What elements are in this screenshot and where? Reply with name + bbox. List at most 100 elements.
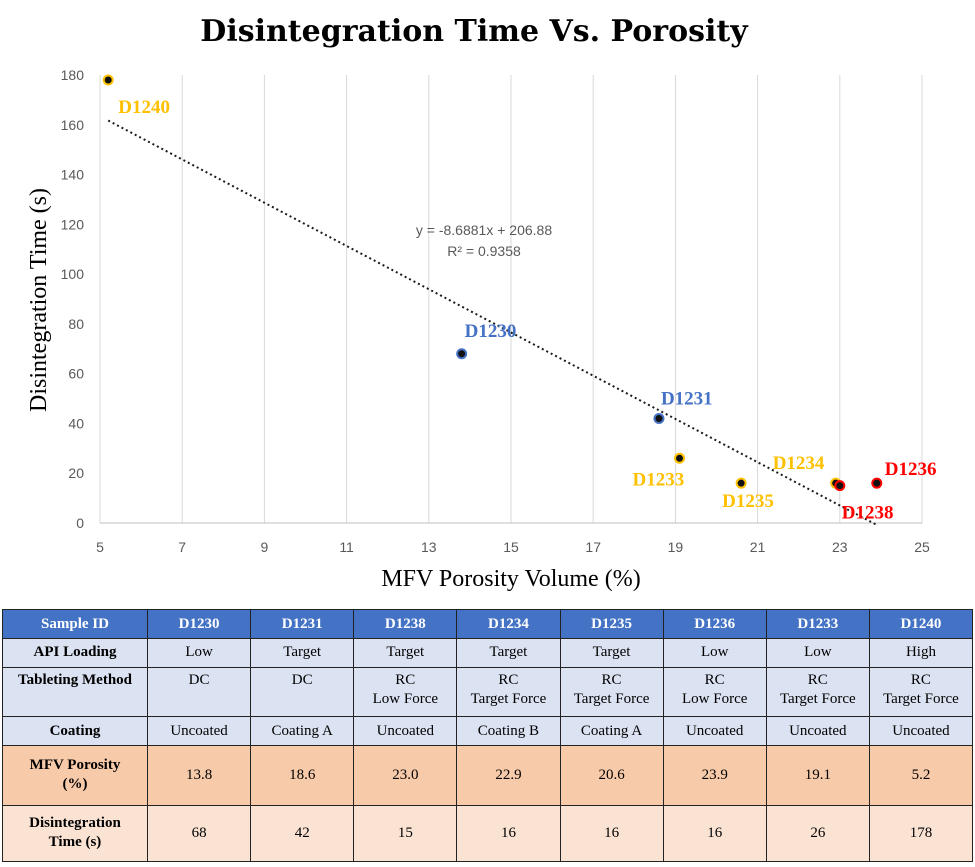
table-cell: High: [868, 638, 974, 668]
y-tick-label-8: 160: [61, 117, 85, 133]
sample-data-table: Sample ID D1230 D1231 D1238 D1234 D1235 D1236 D…: [2, 609, 974, 863]
header-D1236: D1236: [662, 609, 767, 639]
x-tick-label-7: 19: [668, 539, 684, 555]
table-cell: DC: [250, 666, 355, 718]
point-label-D1231: D1231: [661, 388, 713, 409]
row-header: MFV Porosity (%): [2, 744, 148, 806]
x-tick-label-4: 13: [421, 539, 437, 555]
point-label-D1236: D1236: [885, 459, 937, 480]
header-D1230: D1230: [146, 609, 252, 639]
table-cell: 26: [765, 804, 870, 863]
point-D1230: [456, 348, 468, 360]
point-labels: D1240 D1230 D1231 D1233 D1235 D1234 D1238 D1236: [118, 97, 936, 524]
x-tick-label-5: 15: [503, 539, 519, 555]
table-cell: Target: [250, 638, 355, 668]
row-header: Coating: [2, 716, 148, 746]
table-cell: 18.6: [250, 744, 355, 806]
row-header: API Loading: [2, 638, 148, 668]
header-D1234: D1234: [456, 609, 561, 639]
table-cell: Low: [662, 638, 767, 668]
x-tick-label-9: 23: [832, 539, 848, 555]
table-cell: Target: [353, 638, 458, 668]
table-body: API Loading Low Target Target Target Target Lo…: [2, 638, 974, 863]
table-cell: 22.9: [456, 744, 561, 806]
table-cell: RC Target Force: [456, 666, 561, 718]
table-cell: RC Low Force: [662, 666, 767, 718]
y-tick-label-6: 120: [61, 216, 85, 232]
table-cell: 16: [559, 804, 664, 863]
header-D1231: D1231: [250, 609, 355, 639]
header-D1240: D1240: [868, 609, 974, 639]
x-tick-label-0: 5: [96, 539, 104, 555]
x-tick-label-3: 11: [339, 539, 354, 555]
table-cell: Uncoated: [146, 716, 252, 746]
x-tick-label-10: 25: [914, 539, 930, 555]
table-cell: 5.2: [868, 744, 974, 806]
data-points: [102, 74, 883, 492]
table-cell: 13.8: [146, 744, 252, 806]
table-cell: 16: [456, 804, 561, 863]
tick-labels: 5 7 9 11 13 15 17 19 21 23 25 0 20 40 60 80 100 120 140 160…: [61, 67, 930, 555]
x-tick-label-2: 9: [261, 539, 269, 555]
table-cell: RC Target Force: [868, 666, 974, 718]
point-label-D1240: D1240: [118, 97, 170, 118]
point-D1240: [102, 74, 114, 86]
y-tick-label-7: 140: [61, 167, 85, 183]
point-label-D1234: D1234: [773, 453, 825, 474]
table-cell: RC Target Force: [765, 666, 870, 718]
table-cell: 16: [662, 804, 767, 863]
header-sample-id: Sample ID: [2, 609, 148, 639]
table-cell: Uncoated: [662, 716, 767, 746]
table-cell: DC: [146, 666, 252, 718]
table-cell: 15: [353, 804, 458, 863]
table-cell: RC Low Force: [353, 666, 458, 718]
scatter-chart: Disintegration Time Vs. Porosity 5 7 9 11 13…: [26, 14, 937, 592]
table-cell: 23.0: [353, 744, 458, 806]
x-tick-label-8: 21: [750, 539, 766, 555]
table-cell: Uncoated: [353, 716, 458, 746]
table-cell: 20.6: [559, 744, 664, 806]
table-row: Disintegration Time (s) 68 42 15 16 16 16 26 178: [2, 804, 974, 863]
y-tick-label-2: 40: [68, 415, 84, 431]
table-cell: 42: [250, 804, 355, 863]
y-tick-label-4: 80: [68, 316, 84, 332]
y-tick-label-1: 20: [68, 465, 84, 481]
point-D1233: [674, 452, 686, 464]
table-cell: Uncoated: [868, 716, 974, 746]
point-D1236: [871, 477, 883, 489]
row-header: Tableting Method: [2, 666, 148, 718]
y-axis-title: Disintegration Time (s): [26, 188, 52, 412]
x-tick-label-6: 17: [585, 539, 601, 555]
header-D1238: D1238: [353, 609, 458, 639]
chart-title: Disintegration Time Vs. Porosity: [200, 14, 749, 49]
table-cell: 68: [146, 804, 252, 863]
point-label-D1233: D1233: [633, 469, 685, 490]
point-label-D1235: D1235: [722, 491, 774, 512]
table-cell: Target: [559, 638, 664, 668]
y-tick-label-5: 100: [61, 266, 85, 282]
y-tick-label-3: 60: [68, 366, 84, 382]
header-D1235: D1235: [559, 609, 664, 639]
table-cell: 178: [868, 804, 974, 863]
table-cell: 19.1: [765, 744, 870, 806]
trendline-equation: y = -8.6881x + 206.88: [416, 222, 552, 238]
table-header-row: Sample ID D1230 D1231 D1238 D1234 D1235 D1236 D…: [2, 609, 974, 639]
x-tick-label-1: 7: [178, 539, 186, 555]
grid-lines: [99, 75, 923, 524]
table-cell: Uncoated: [765, 716, 870, 746]
y-tick-label-0: 0: [76, 515, 84, 531]
table-cell: Target: [456, 638, 561, 668]
point-D1238: [834, 480, 846, 492]
y-tick-label-9: 180: [61, 67, 85, 83]
x-axis-title: MFV Porosity Volume (%): [381, 566, 640, 592]
point-label-D1238: D1238: [842, 503, 894, 524]
table-cell: 23.9: [662, 744, 767, 806]
point-D1235: [735, 477, 747, 489]
table-cell: Coating A: [250, 716, 355, 746]
header-D1233: D1233: [765, 609, 870, 639]
trendline-r-squared: R² = 0.9358: [447, 243, 521, 259]
point-D1231: [653, 412, 665, 424]
table-row: MFV Porosity (%) 13.8 18.6 23.0 22.9 20.6 23.9 1…: [2, 744, 974, 806]
table-cell: Low: [765, 638, 870, 668]
table-cell: Coating B: [456, 716, 561, 746]
